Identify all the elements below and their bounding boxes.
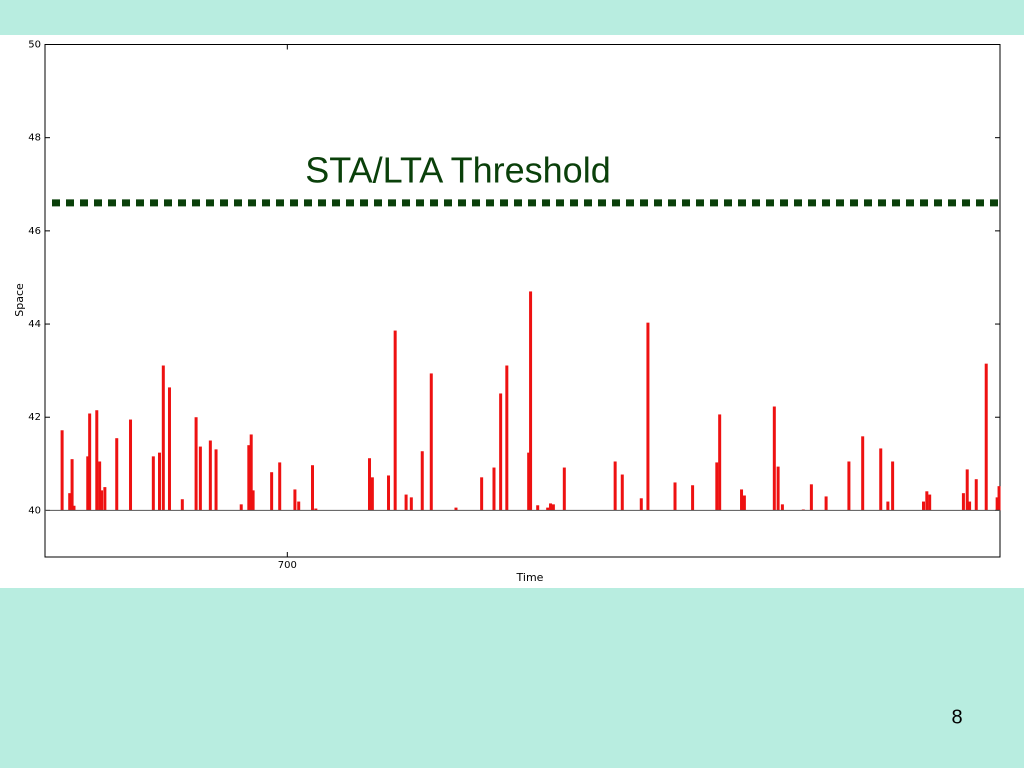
bar <box>742 495 746 511</box>
bar <box>984 363 988 511</box>
bar <box>88 413 92 511</box>
bar <box>536 505 540 511</box>
y-tick-label: 42 <box>28 412 41 423</box>
bar <box>409 497 413 511</box>
bar <box>546 507 550 511</box>
y-tick-label: 50 <box>28 40 41 51</box>
bar <box>718 414 722 511</box>
y-tick-label: 40 <box>28 505 41 516</box>
bar <box>393 330 397 511</box>
bar <box>86 456 90 511</box>
bar <box>454 507 458 511</box>
bar <box>922 501 926 511</box>
bar <box>198 446 202 511</box>
bar <box>925 491 929 511</box>
bar <box>527 452 531 511</box>
bar <box>420 451 424 511</box>
bar <box>72 505 76 511</box>
bar <box>772 406 776 511</box>
bar <box>809 484 813 511</box>
bar <box>505 365 509 511</box>
bar <box>691 485 695 511</box>
bar <box>549 503 553 511</box>
bar <box>404 494 408 511</box>
bar <box>551 504 555 511</box>
bar <box>429 373 433 511</box>
bar <box>891 461 895 511</box>
bar <box>928 494 932 511</box>
bar <box>480 477 484 511</box>
bar <box>613 461 617 511</box>
y-tick-label: 46 <box>28 226 41 237</box>
bar <box>314 508 318 511</box>
bar <box>293 489 297 511</box>
bar <box>249 434 253 511</box>
bar <box>499 393 503 511</box>
bar <box>673 482 677 511</box>
bar <box>180 499 184 511</box>
bar <box>997 486 1001 511</box>
bar <box>847 461 851 511</box>
bar <box>620 474 624 511</box>
bar <box>824 496 828 511</box>
bar <box>100 490 104 511</box>
bar <box>974 479 978 511</box>
bar <box>247 445 251 511</box>
bar <box>639 498 643 511</box>
bar <box>861 436 865 511</box>
bar <box>965 469 969 511</box>
y-axis-label: Space <box>13 283 26 317</box>
bar <box>270 472 274 511</box>
bar <box>740 489 744 511</box>
bar <box>95 410 99 511</box>
bar <box>161 365 165 511</box>
bar <box>529 291 533 511</box>
bar <box>60 430 64 511</box>
bar <box>98 461 102 511</box>
bar <box>208 440 212 511</box>
bar <box>129 419 133 511</box>
plot-area <box>60 291 1001 511</box>
bar <box>251 490 255 511</box>
bar <box>995 497 999 511</box>
bar <box>115 438 119 511</box>
bar <box>167 387 171 511</box>
bar <box>646 322 650 511</box>
x-axis-label: Time <box>516 571 544 584</box>
bar <box>70 459 74 511</box>
bar <box>158 452 162 511</box>
y-tick-label: 44 <box>28 319 41 330</box>
bar <box>961 493 965 511</box>
bar <box>214 449 218 511</box>
bar <box>879 448 883 511</box>
bar <box>278 462 282 511</box>
bar <box>776 466 780 511</box>
bar <box>715 462 719 511</box>
bar <box>310 465 314 511</box>
bar <box>968 501 972 511</box>
page-number: 8 <box>951 706 962 728</box>
bar <box>68 493 72 511</box>
x-tick-label: 700 <box>278 560 297 571</box>
bar <box>886 501 890 511</box>
bar <box>368 458 372 511</box>
plot-frame <box>44 44 1001 558</box>
bar <box>151 456 155 511</box>
bar <box>297 501 301 511</box>
bar <box>239 504 243 511</box>
bar <box>562 467 566 511</box>
bar <box>387 475 391 511</box>
bar <box>370 477 374 511</box>
bar <box>492 467 496 511</box>
y-tick-label: 48 <box>28 133 41 144</box>
bar <box>780 504 784 511</box>
threshold-label: STA/LTA Threshold <box>305 149 610 190</box>
bar <box>103 487 107 511</box>
bar <box>194 417 198 511</box>
